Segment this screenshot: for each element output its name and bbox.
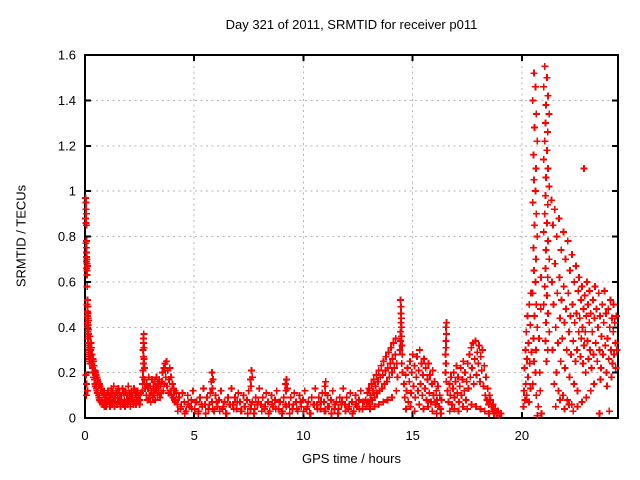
y-tick-label: 0 (69, 411, 76, 426)
plot-border (84, 54, 619, 419)
x-tick-label: 5 (191, 428, 198, 443)
y-tick-label: 1 (69, 184, 76, 199)
x-tick-label: 15 (405, 428, 419, 443)
x-axis-label: GPS time / hours (302, 451, 401, 466)
y-tick-label: 0.8 (58, 229, 76, 244)
y-tick-label: 1.4 (58, 93, 76, 108)
scatter-points (82, 62, 621, 420)
x-tick-label: 10 (296, 428, 310, 443)
y-tick-label: 0.4 (58, 320, 76, 335)
y-tick-label: 1.2 (58, 138, 76, 153)
x-tick-label: 0 (81, 428, 88, 443)
grid-lines (85, 55, 618, 418)
y-tick-label: 0.2 (58, 365, 76, 380)
y-tick-label: 0.6 (58, 274, 76, 289)
x-tick-label: 20 (515, 428, 529, 443)
chart-title: Day 321 of 2011, SRMTID for receiver p01… (225, 17, 478, 32)
y-tick-label: 1.6 (58, 48, 76, 63)
